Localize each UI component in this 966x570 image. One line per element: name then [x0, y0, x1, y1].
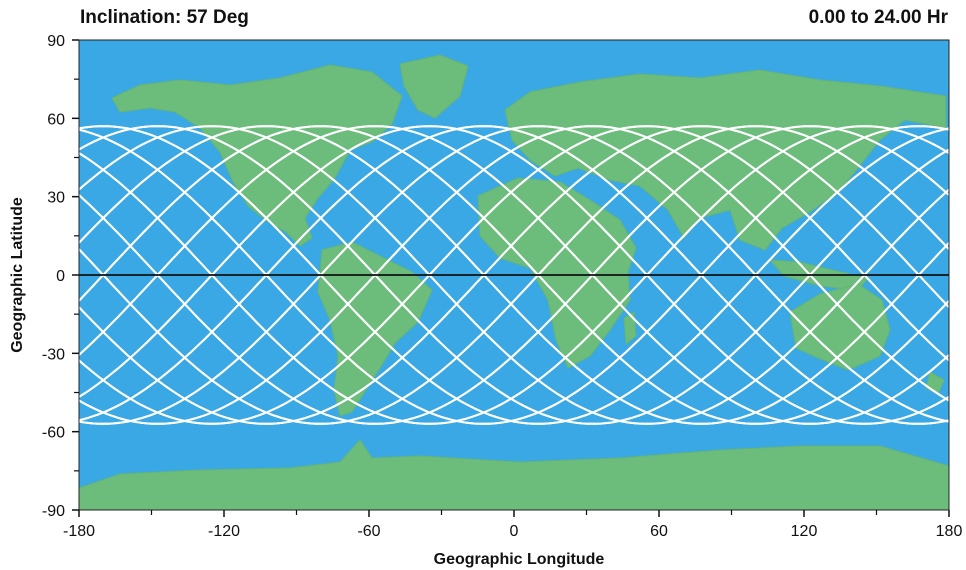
ground-track-line — [78, 125, 950, 425]
antarctica-landmass — [78, 439, 950, 511]
australia-landmass — [789, 283, 891, 371]
y-axis-label: Geographic Latitude — [9, 197, 26, 353]
x-tick-label: -180 — [63, 523, 95, 540]
x-axis-ticks: -180 -120 -60 0 60 120 180 — [63, 510, 962, 540]
ground-track-line — [78, 125, 950, 425]
ground-track-line — [78, 125, 950, 425]
ground-track-line — [78, 125, 950, 425]
y-tick-label: 30 — [47, 190, 65, 207]
y-tick-label: 60 — [47, 111, 65, 128]
ground-track-line — [78, 125, 950, 425]
ground-tracks — [78, 125, 950, 425]
time-range-label: 0.00 to 24.00 Hr — [808, 7, 948, 28]
x-axis-label: Geographic Longitude — [434, 551, 605, 568]
ground-track-line — [78, 125, 950, 425]
x-tick-label: 180 — [936, 523, 963, 540]
y-tick-label: 90 — [47, 33, 65, 50]
ground-track-line — [78, 125, 950, 425]
ground-track-line — [78, 125, 950, 425]
ground-track-line — [78, 125, 950, 425]
x-tick-label: 0 — [510, 523, 519, 540]
ground-track-line — [78, 125, 950, 425]
y-tick-label: -90 — [42, 503, 65, 520]
chart-title: Inclination: 57 Deg — [80, 7, 249, 28]
y-tick-label: 0 — [56, 268, 65, 285]
ground-track-line — [78, 125, 950, 425]
y-tick-label: -60 — [42, 425, 65, 442]
ground-track-line — [78, 125, 950, 425]
y-axis-ticks: 90 60 30 0 -30 -60 -90 — [42, 33, 79, 520]
continents — [78, 54, 950, 511]
ground-track-line — [78, 125, 950, 425]
ground-track-line — [78, 125, 950, 425]
map-area — [78, 39, 950, 511]
y-tick-label: -30 — [42, 346, 65, 363]
ground-track-line — [78, 125, 950, 425]
ground-track-line — [78, 125, 950, 425]
x-tick-label: -60 — [357, 523, 380, 540]
x-tick-label: -120 — [208, 523, 240, 540]
x-tick-label: 60 — [650, 523, 668, 540]
x-tick-label: 120 — [791, 523, 818, 540]
africa-landmass — [477, 177, 637, 369]
greenland-landmass — [399, 54, 469, 119]
madagascar-landmass — [623, 311, 637, 345]
